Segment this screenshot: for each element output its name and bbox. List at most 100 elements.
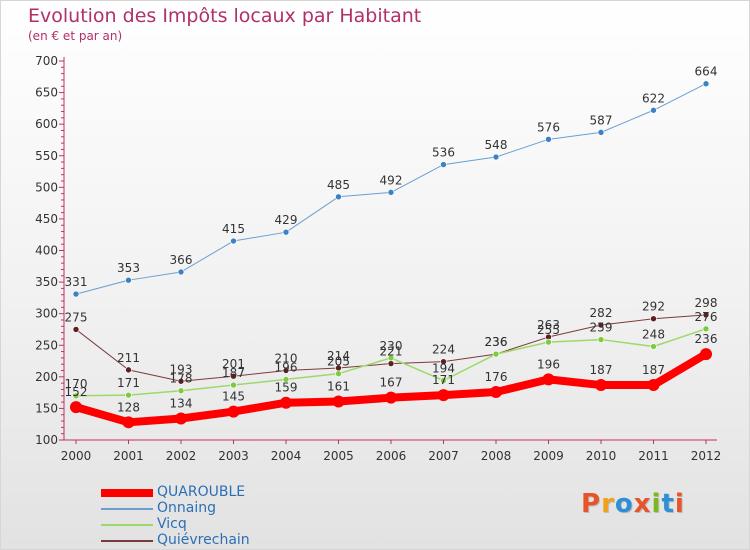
data-point <box>230 237 237 245</box>
data-label: 128 <box>117 400 140 414</box>
data-label: 230 <box>380 339 403 353</box>
data-point <box>542 373 555 386</box>
data-label: 236 <box>485 335 508 349</box>
y-tick-label: 100 <box>35 433 58 447</box>
data-label: 214 <box>327 349 350 363</box>
data-label: 194 <box>432 362 455 376</box>
data-point <box>597 336 605 343</box>
data-label: 159 <box>275 381 298 395</box>
logo-letter: t <box>661 489 675 519</box>
x-tick-label: 2012 <box>691 449 722 463</box>
x-tick-label: 2004 <box>271 449 302 463</box>
legend-item-quarouble: QUAROUBLE <box>101 484 401 501</box>
data-point <box>227 405 240 418</box>
data-label: 170 <box>65 377 88 391</box>
data-point <box>702 325 710 333</box>
y-tick-label: 350 <box>35 275 58 289</box>
data-label: 205 <box>327 355 350 369</box>
data-point <box>280 396 292 409</box>
series-vicq <box>72 325 710 400</box>
data-point <box>175 412 187 425</box>
data-label: 248 <box>642 328 665 342</box>
data-point <box>332 395 345 408</box>
data-label: 664 <box>695 65 718 79</box>
data-point <box>545 136 552 143</box>
data-point <box>230 381 237 389</box>
data-label: 211 <box>117 351 140 365</box>
data-label: 536 <box>432 146 455 160</box>
y-tick-label: 700 <box>35 54 58 68</box>
data-point <box>492 153 500 161</box>
data-point <box>545 338 552 346</box>
data-point <box>490 385 502 398</box>
data-label: 201 <box>222 357 245 371</box>
data-label: 134 <box>170 397 193 411</box>
data-label: 236 <box>485 335 508 349</box>
data-label: 353 <box>117 261 140 275</box>
legend-swatch <box>101 540 153 542</box>
data-label: 178 <box>170 372 193 386</box>
data-label: 187 <box>222 366 245 380</box>
data-point <box>72 290 80 298</box>
legend-swatch <box>101 508 153 510</box>
data-point <box>597 321 605 329</box>
y-tick-label: 400 <box>35 244 58 258</box>
data-point <box>387 360 395 367</box>
data-point <box>387 189 395 196</box>
y-tick-label: 150 <box>35 401 58 415</box>
x-tick-label: 2002 <box>166 449 197 463</box>
data-point <box>177 387 185 395</box>
data-label: 152 <box>65 385 88 399</box>
data-label: 210 <box>275 352 298 366</box>
x-tick-label: 2011 <box>638 449 669 463</box>
series-onnaing <box>72 80 710 298</box>
data-label: 366 <box>170 253 193 267</box>
data-point <box>282 228 290 236</box>
logo-letter: r <box>601 489 615 519</box>
data-point <box>597 129 605 136</box>
data-label: 171 <box>117 376 140 390</box>
data-point <box>650 315 657 323</box>
y-tick-label: 600 <box>35 117 58 131</box>
data-point <box>700 348 712 361</box>
x-tick-label: 2003 <box>218 449 249 463</box>
legend: QUAROUBLE Onnaing Vicq Quiévrechain <box>101 484 401 549</box>
data-label: 576 <box>537 120 560 134</box>
data-point <box>177 268 185 276</box>
data-point <box>282 367 290 374</box>
data-label: 263 <box>537 318 560 332</box>
data-label: 221 <box>380 345 403 359</box>
data-label: 548 <box>485 138 508 152</box>
data-label: 171 <box>432 373 455 387</box>
data-label: 259 <box>590 321 613 335</box>
series-qui-vrechain <box>72 311 710 385</box>
series-layer <box>70 80 712 429</box>
x-tick-label: 2008 <box>481 449 512 463</box>
data-point <box>230 372 237 380</box>
legend-swatch <box>101 524 153 526</box>
logo-letter: i <box>651 489 662 519</box>
data-labels: 331 353 366 415 429 485 492 536 548 576 587 622 664 2… <box>65 65 718 415</box>
y-tick-label: 550 <box>35 149 58 163</box>
data-point <box>387 354 395 362</box>
data-point <box>125 366 132 374</box>
legend-label: Vicq <box>157 516 187 532</box>
legend-item-vicq: Vicq <box>101 516 401 533</box>
legend-item-onnaing: Onnaing <box>101 500 401 517</box>
data-label: 193 <box>170 362 193 376</box>
series-quarouble <box>70 348 712 429</box>
legend-label: Quiévrechain <box>157 532 250 548</box>
data-point <box>650 343 657 350</box>
data-label: 176 <box>485 370 508 384</box>
data-label: 187 <box>642 363 665 377</box>
data-label: 415 <box>222 222 245 236</box>
data-point <box>440 358 447 365</box>
data-label: 622 <box>642 91 665 105</box>
logo-letter: o <box>614 489 634 519</box>
data-label: 492 <box>380 173 403 187</box>
data-label: 298 <box>695 296 718 310</box>
data-label: 282 <box>590 306 613 320</box>
data-point <box>650 106 657 114</box>
